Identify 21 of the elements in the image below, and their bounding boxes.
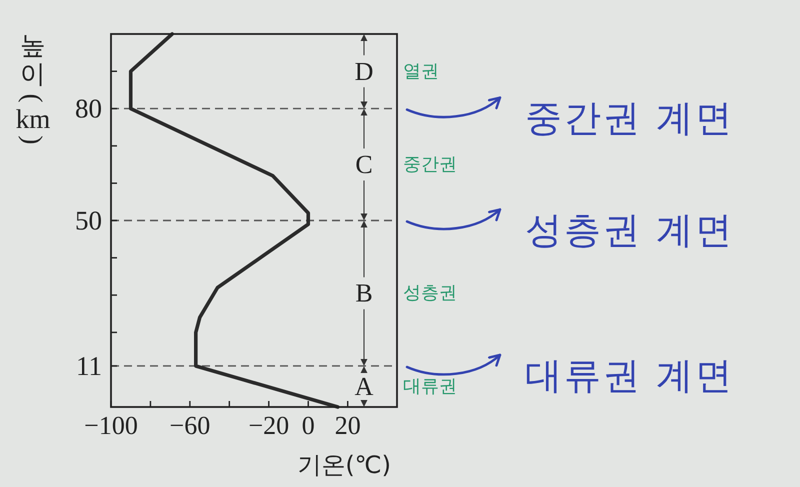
y-tick-label: 11 xyxy=(76,350,102,381)
x-tick-label: −60 xyxy=(170,411,210,440)
text: 대류권 계면 xyxy=(525,354,734,397)
x-axis-title: 기온(℃) xyxy=(297,451,391,479)
text: 중간권 xyxy=(403,154,457,176)
text: 성층권 계면 xyxy=(525,208,734,252)
annotation: C xyxy=(355,150,373,180)
y-axis-title: 높이(km) xyxy=(16,31,50,144)
x-tick-label: 20 xyxy=(334,411,361,440)
x-tick-label: 0 xyxy=(302,411,315,440)
text: 성층권 xyxy=(403,282,457,304)
text: 중간권 계면 xyxy=(525,96,734,140)
annotation: A xyxy=(354,372,374,401)
text: 대류권 xyxy=(403,376,457,397)
y-tick-label: 80 xyxy=(75,94,102,124)
y-tick-label: 50 xyxy=(75,206,102,236)
x-tick-label: −20 xyxy=(248,411,290,440)
annotation: D xyxy=(354,56,374,86)
text: 열권 xyxy=(403,60,439,82)
annotation: B xyxy=(355,278,373,308)
x-tick-label: −100 xyxy=(84,411,138,440)
